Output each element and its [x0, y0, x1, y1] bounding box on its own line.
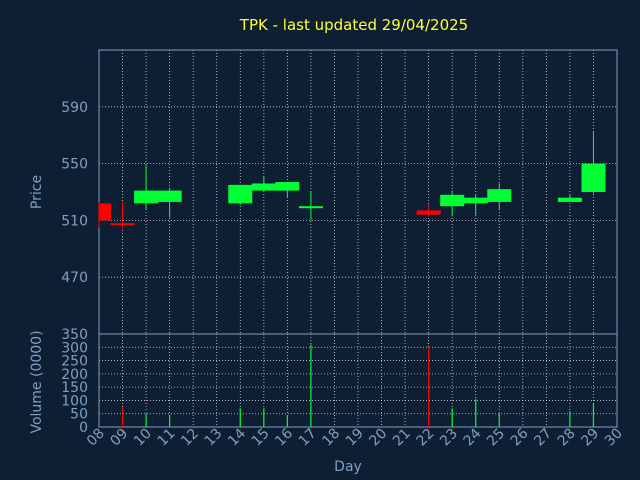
candle-body — [275, 182, 300, 191]
day-tick-label: 29 — [578, 426, 602, 450]
day-tick-label: 19 — [343, 426, 367, 450]
price-tick-label: 470 — [61, 270, 88, 286]
volume-tick-label: 200 — [61, 367, 88, 383]
candle-body — [581, 163, 606, 192]
candle-body — [228, 184, 253, 204]
candle-body — [298, 206, 323, 209]
day-tick-label: 20 — [366, 426, 390, 450]
day-tick-label: 15 — [249, 426, 273, 450]
day-tick-label: 13 — [202, 426, 226, 450]
volume-tick-label: 150 — [61, 380, 88, 396]
candle-body — [157, 190, 182, 202]
chart-title: TPK - last updated 29/04/2025 — [239, 16, 468, 34]
day-tick-label: 17 — [296, 426, 320, 450]
candle-body — [134, 190, 159, 204]
candle-body — [440, 194, 465, 207]
price-axis-label: Price — [29, 175, 45, 209]
day-tick-label: 23 — [437, 426, 461, 450]
day-tick-label: 26 — [508, 425, 532, 449]
candle-body — [99, 203, 111, 221]
day-tick-label: 11 — [155, 426, 179, 450]
day-tick-label: 25 — [484, 426, 508, 450]
day-tick-label: 14 — [225, 425, 249, 449]
volume-frame — [98, 333, 618, 428]
volume-tick-label: 50 — [70, 407, 88, 423]
day-tick-label: 16 — [272, 425, 296, 449]
volume-tick-label: 0 — [79, 420, 88, 436]
day-tick-label: 21 — [390, 426, 414, 450]
price-tick-label: 590 — [61, 100, 88, 116]
x-axis-label: Day — [334, 459, 362, 475]
candle-body — [463, 197, 488, 204]
day-tick-label: 22 — [414, 426, 438, 450]
volume-tick-label: 100 — [61, 393, 88, 409]
candle-body — [416, 210, 441, 215]
volume-tick-label: 300 — [61, 340, 88, 356]
price-tick-label: 550 — [61, 157, 88, 173]
day-tick-label: 09 — [107, 426, 131, 450]
price-tick-label: 510 — [61, 213, 88, 229]
candle-body — [110, 223, 135, 226]
day-tick-label: 12 — [178, 426, 202, 450]
candle-body — [487, 189, 512, 202]
x-axis: 08 09 10 11 12 13 14 15 16 17 18 19 20 21 22 23 24 25 26 27… — [84, 425, 626, 449]
day-tick-label: 24 — [461, 425, 485, 449]
day-tick-label: 27 — [531, 426, 555, 450]
day-tick-label: 28 — [555, 426, 579, 450]
day-tick-label: 10 — [131, 426, 155, 450]
volume-tick-label: 250 — [61, 354, 88, 370]
candle-body — [251, 183, 276, 191]
candle-body — [557, 197, 582, 202]
day-tick-label: 30 — [602, 426, 626, 450]
volume-tick-label: 350 — [61, 327, 88, 343]
day-tick-label: 18 — [319, 426, 343, 450]
price-panel: 470 510 550 590 — [61, 49, 618, 335]
volume-axis-label: Volume (0000) — [29, 330, 45, 433]
